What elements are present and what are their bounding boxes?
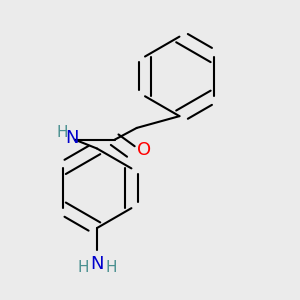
Text: N: N [65,129,79,147]
Text: N: N [90,255,104,273]
Text: H: H [105,260,117,275]
Text: H: H [57,125,68,140]
Text: O: O [137,141,151,159]
Text: H: H [77,260,88,275]
